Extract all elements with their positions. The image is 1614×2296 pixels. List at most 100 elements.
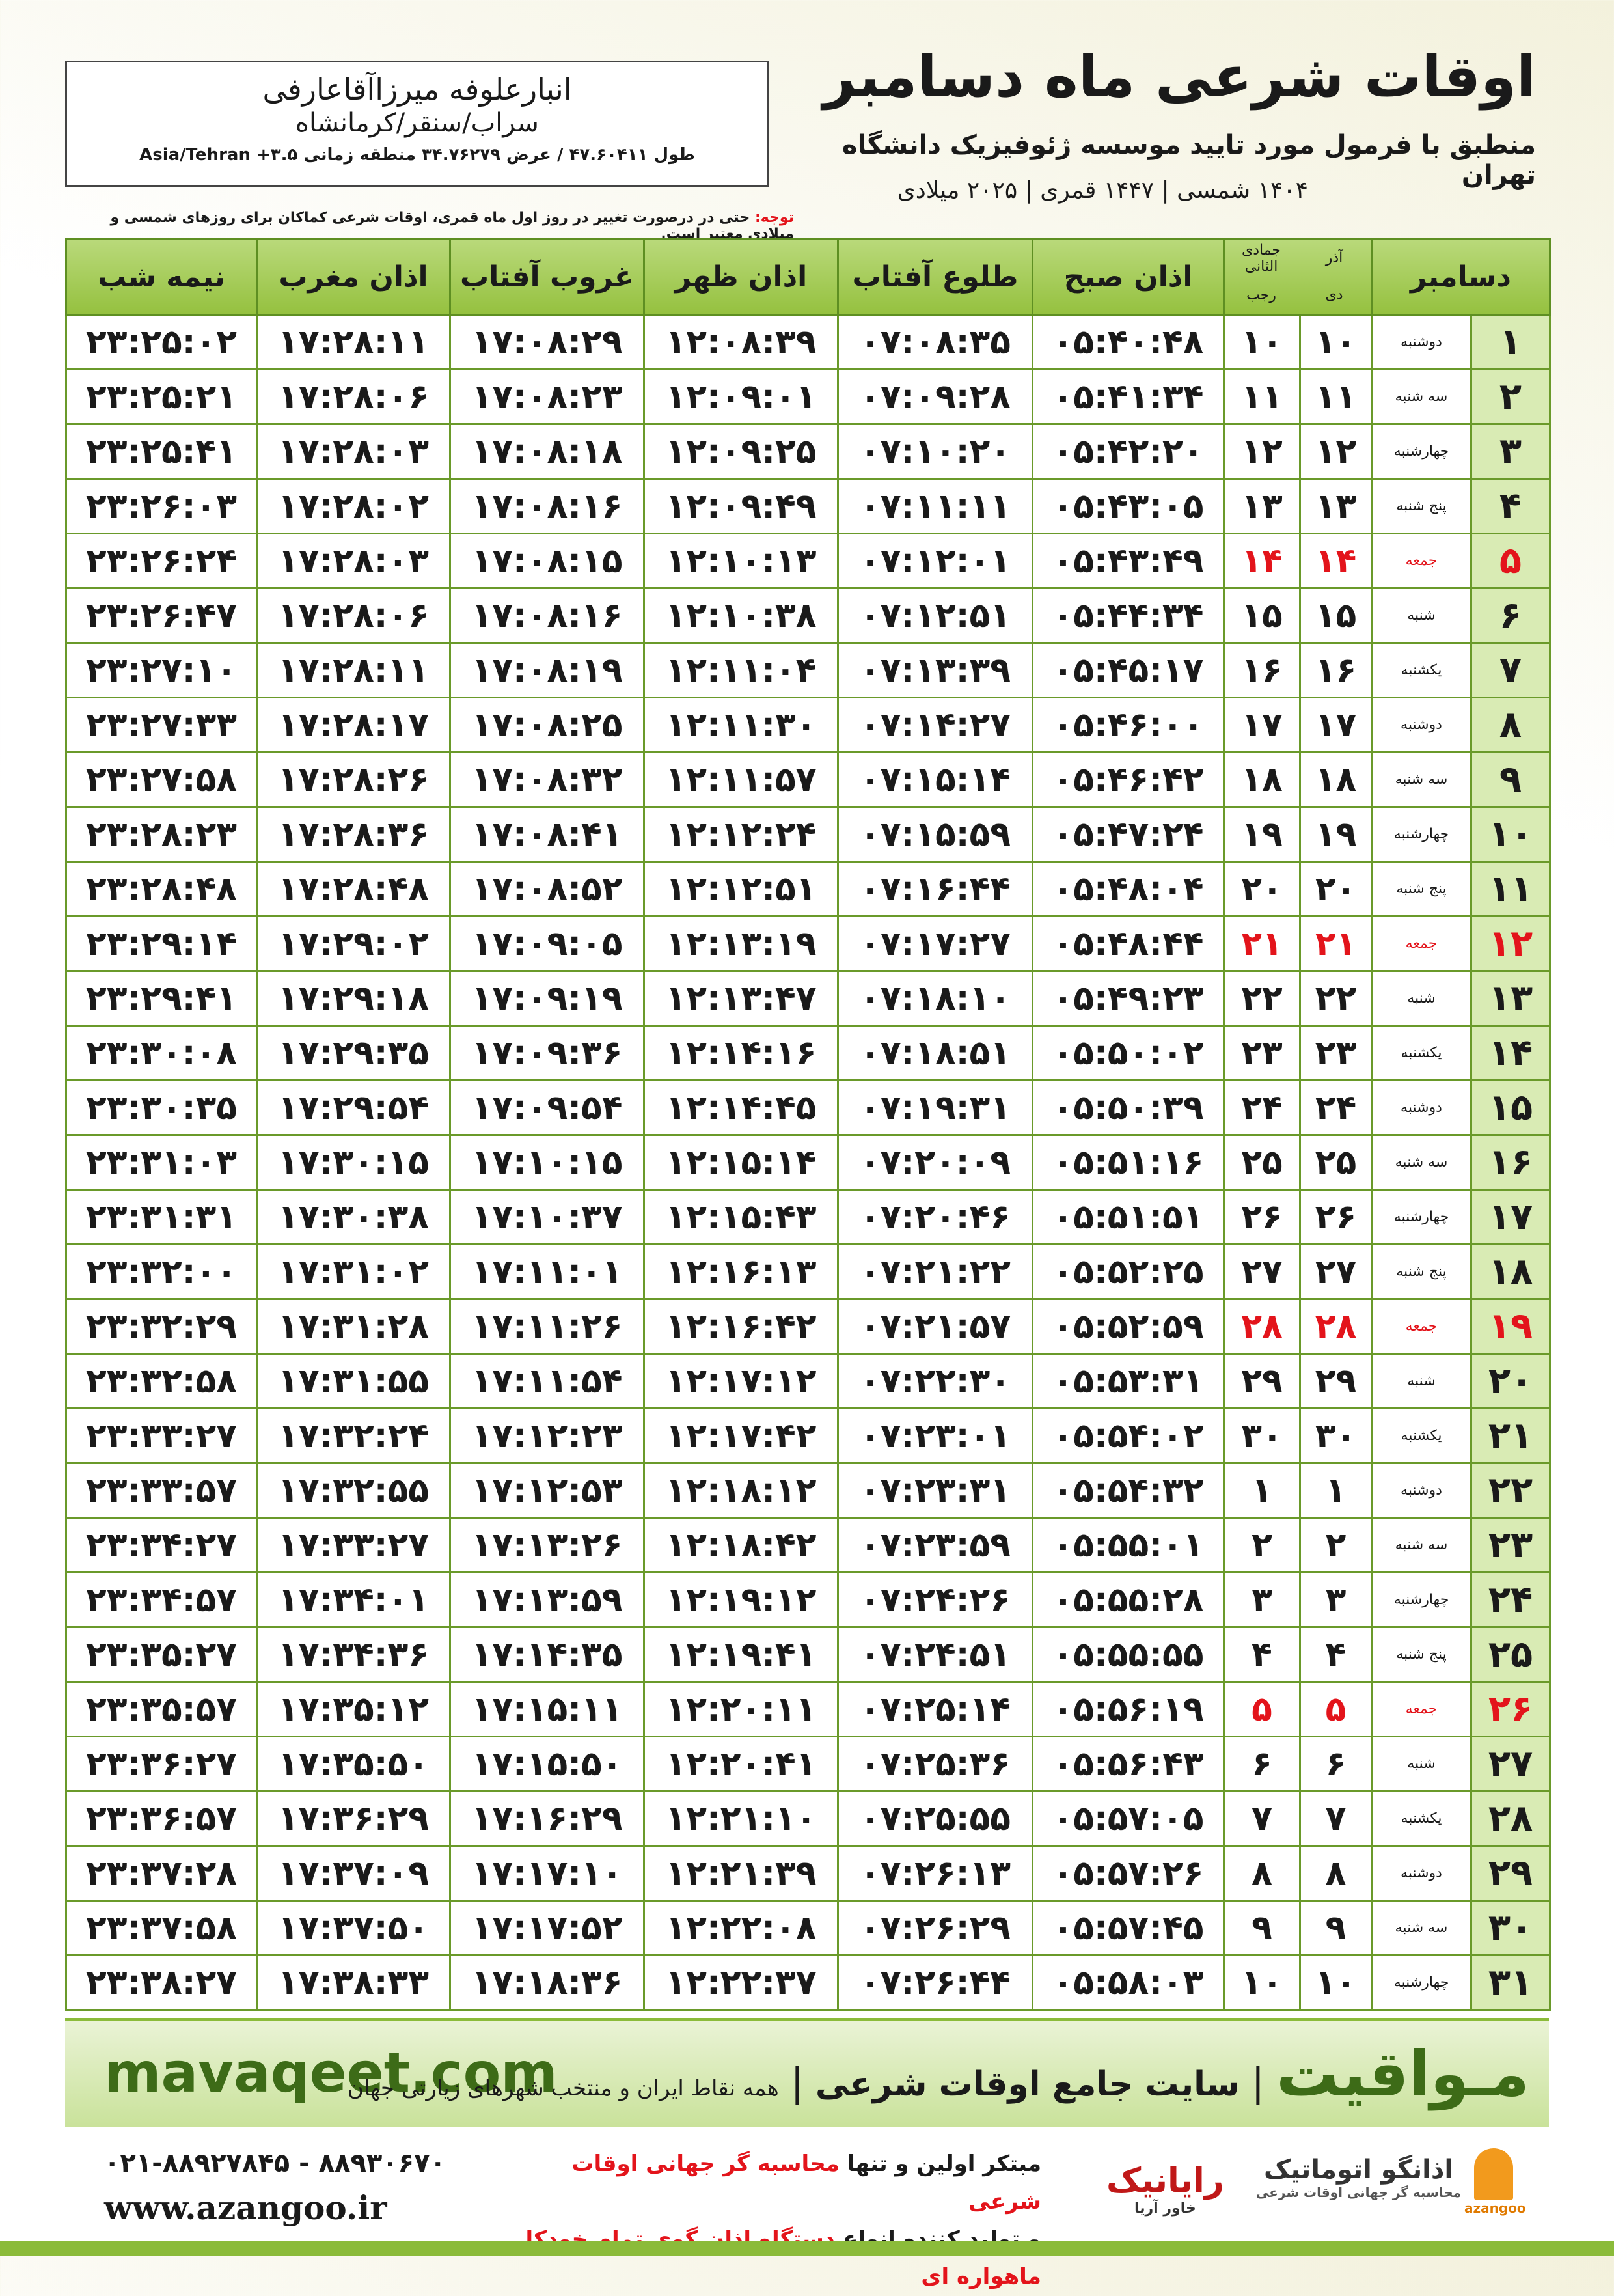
num-cell: ۱۱ <box>1223 368 1301 425</box>
time-cell: ۰۷:۱۵:۱۴ <box>837 751 1033 808</box>
time-cell: ۰۵:۵۴:۰۲ <box>1032 1407 1225 1464</box>
num-cell: ۲۳ <box>1223 1025 1301 1081</box>
time-cell: ۰۵:۵۷:۰۵ <box>1032 1790 1225 1847</box>
table-row: ۱ دوشنبه ۱۰ ۱۰ ۰۵:۴۰:۴۸ ۰۷:۰۸:۳۵ ۱۲:۰۸:۳۹ ۱۷:۰۸… <box>65 314 1552 370</box>
num-cell: ۱۰ <box>1223 1954 1301 2011</box>
header-cell: اذان ظهر <box>643 238 839 316</box>
time-cell: ۰۵:۵۵:۰۱ <box>1032 1517 1225 1573</box>
time-cell: ۲۳:۲۹:۴۱ <box>65 970 258 1027</box>
time-cell: ۲۳:۲۵:۲۱ <box>65 368 258 425</box>
time-cell: ۰۷:۲۶:۱۳ <box>837 1845 1033 1902</box>
table-row: ۶ شنبه ۱۵ ۱۵ ۰۵:۴۴:۳۴ ۰۷:۱۲:۵۱ ۱۲:۱۰:۳۸ ۱۷:۰۸:۱… <box>65 587 1552 644</box>
table-row: ۱۱ پنج شنبه ۲۰ ۲۰ ۰۵:۴۸:۰۴ ۰۷:۱۶:۴۴ ۱۲:۱۲:۵۱ ۱۷… <box>65 861 1552 917</box>
note-label: توجه: <box>754 210 794 226</box>
day-cell: ۱ <box>1470 314 1552 370</box>
time-cell: ۰۵:۴۴:۳۴ <box>1032 587 1225 644</box>
time-cell: ۱۷:۲۸:۰۳ <box>256 423 451 480</box>
wd-cell: شنبه <box>1370 970 1473 1027</box>
table-row: ۳۱ چهارشنبه ۱۰ ۱۰ ۰۵:۵۸:۰۳ ۰۷:۲۶:۴۴ ۱۲:۲۲:۳۷ ۱۷… <box>65 1954 1552 2011</box>
day-cell: ۲۷ <box>1470 1736 1552 1792</box>
time-cell: ۱۷:۰۸:۵۲ <box>449 861 645 917</box>
day-cell: ۲۳ <box>1470 1517 1552 1573</box>
day-cell: ۴ <box>1470 478 1552 534</box>
time-cell: ۲۳:۲۸:۴۸ <box>65 861 258 917</box>
time-cell: ۱۷:۱۴:۳۵ <box>449 1626 645 1683</box>
table-row: ۱۵ دوشنبه ۲۴ ۲۴ ۰۵:۵۰:۳۹ ۰۷:۱۹:۳۱ ۱۲:۱۴:۴۵ ۱۷:۰… <box>65 1079 1552 1136</box>
time-cell: ۱۷:۳۱:۵۵ <box>256 1353 451 1409</box>
time-cell: ۰۷:۲۴:۵۱ <box>837 1626 1033 1683</box>
day-cell: ۶ <box>1470 587 1552 644</box>
time-cell: ۱۷:۲۸:۳۶ <box>256 806 451 863</box>
time-cell: ۱۷:۳۳:۲۷ <box>256 1517 451 1573</box>
time-cell: ۱۷:۲۹:۳۵ <box>256 1025 451 1081</box>
num-cell: ۲۵ <box>1299 1134 1373 1191</box>
table-row: ۵ جمعه ۱۴ ۱۴ ۰۵:۴۳:۴۹ ۰۷:۱۲:۰۱ ۱۲:۱۰:۱۳ ۱۷:۰۸:۱… <box>65 533 1552 589</box>
num-cell: ۵ <box>1299 1681 1373 1737</box>
site-url[interactable]: mavaqeet.com <box>104 2041 558 2105</box>
header-row: دسامبر آذر جمادی الثانی دی رجب اذان صبح طلوع آ… <box>65 238 1552 316</box>
time-cell: ۱۷:۰۸:۱۶ <box>449 587 645 644</box>
time-cell: ۰۵:۴۸:۴۴ <box>1032 915 1225 972</box>
day-cell: ۲۸ <box>1470 1790 1552 1847</box>
table-row: ۷ یکشنبه ۱۶ ۱۶ ۰۵:۴۵:۱۷ ۰۷:۱۳:۳۹ ۱۲:۱۱:۰۴ ۱۷:۰۸… <box>65 642 1552 698</box>
time-cell: ۱۲:۱۵:۴۳ <box>643 1189 839 1245</box>
time-cell: ۱۲:۱۳:۴۷ <box>643 970 839 1027</box>
num-cell: ۱۵ <box>1223 587 1301 644</box>
time-cell: ۱۲:۱۲:۵۱ <box>643 861 839 917</box>
time-cell: ۱۷:۳۷:۰۹ <box>256 1845 451 1902</box>
time-cell: ۱۷:۲۸:۰۳ <box>256 533 451 589</box>
time-cell: ۱۷:۰۹:۱۹ <box>449 970 645 1027</box>
num-cell: ۲۸ <box>1299 1298 1373 1355</box>
time-cell: ۲۳:۳۴:۵۷ <box>65 1571 258 1628</box>
time-cell: ۱۲:۱۸:۱۲ <box>643 1462 839 1519</box>
wd-cell: سه شنبه <box>1370 1134 1473 1191</box>
time-cell: ۱۲:۱۷:۴۲ <box>643 1407 839 1464</box>
brand-line: مـواقیت | سایت جامع اوقات شرعی | همه نقا… <box>348 2038 1529 2110</box>
num-cell: ۱۹ <box>1223 806 1301 863</box>
time-cell: ۲۳:۳۵:۲۷ <box>65 1626 258 1683</box>
num-cell: ۲۱ <box>1223 915 1301 972</box>
time-cell: ۰۷:۱۸:۱۰ <box>837 970 1033 1027</box>
time-cell: ۰۷:۱۴:۲۷ <box>837 697 1033 753</box>
wd-cell: شنبه <box>1370 1736 1473 1792</box>
time-cell: ۰۵:۵۳:۳۱ <box>1032 1353 1225 1409</box>
num-cell: ۲۶ <box>1299 1189 1373 1245</box>
time-cell: ۲۳:۲۶:۲۴ <box>65 533 258 589</box>
time-cell: ۰۷:۱۶:۴۴ <box>837 861 1033 917</box>
logo-text: azangoo <box>1464 2200 1526 2216</box>
time-cell: ۰۷:۲۱:۲۲ <box>837 1243 1033 1300</box>
time-cell: ۱۲:۲۲:۳۷ <box>643 1954 839 2011</box>
website[interactable]: www.azangoo.ir <box>104 2189 387 2227</box>
month-grid: آذر جمادی الثانی دی رجب <box>1225 240 1371 314</box>
time-cell: ۱۲:۱۷:۱۲ <box>643 1353 839 1409</box>
day-cell: ۲۶ <box>1470 1681 1552 1737</box>
time-cell: ۰۵:۵۰:۳۹ <box>1032 1079 1225 1136</box>
promo-highlight: محاسبه گر جهانی اوقات شرعی <box>571 2151 1041 2215</box>
wd-cell: پنج شنبه <box>1370 1626 1473 1683</box>
location-name: انبارعلوفه میرزاآقاعارفی <box>262 72 572 107</box>
time-cell: ۲۳:۲۷:۳۳ <box>65 697 258 753</box>
time-cell: ۱۷:۱۱:۵۴ <box>449 1353 645 1409</box>
table-row: ۱۴ یکشنبه ۲۳ ۲۳ ۰۵:۵۰:۰۲ ۰۷:۱۸:۵۱ ۱۲:۱۴:۱۶ ۱۷:۰… <box>65 1025 1552 1081</box>
table-row: ۲۶ جمعه ۵ ۵ ۰۵:۵۶:۱۹ ۰۷:۲۵:۱۴ ۱۲:۲۰:۱۱ ۱۷:۱۵:۱۱… <box>65 1681 1552 1737</box>
time-cell: ۱۷:۲۸:۱۷ <box>256 697 451 753</box>
time-cell: ۰۵:۴۵:۱۷ <box>1032 642 1225 698</box>
times-table: دسامبر آذر جمادی الثانی دی رجب اذان صبح طلوع آ… <box>65 238 1552 2011</box>
table-row: ۳ چهارشنبه ۱۲ ۱۲ ۰۵:۴۲:۲۰ ۰۷:۱۰:۲۰ ۱۲:۰۹:۲۵ ۱۷:… <box>65 423 1552 480</box>
time-cell: ۰۷:۲۶:۲۹ <box>837 1900 1033 1956</box>
num-cell: ۱۸ <box>1223 751 1301 808</box>
time-cell: ۰۵:۴۳:۰۵ <box>1032 478 1225 534</box>
num-cell: ۲۹ <box>1223 1353 1301 1409</box>
wd-cell: جمعه <box>1370 915 1473 972</box>
day-cell: ۲۱ <box>1470 1407 1552 1464</box>
location-box: انبارعلوفه میرزاآقاعارفی سراب/سنقر/کرمان… <box>65 61 769 187</box>
num-cell: ۱۱ <box>1299 368 1373 425</box>
time-cell: ۰۷:۰۸:۳۵ <box>837 314 1033 370</box>
separator: | <box>790 2060 804 2105</box>
num-cell: ۲۹ <box>1299 1353 1373 1409</box>
header-cell: طلوع آفتاب <box>837 238 1033 316</box>
day-cell: ۱۳ <box>1470 970 1552 1027</box>
time-cell: ۱۲:۱۶:۱۳ <box>643 1243 839 1300</box>
time-cell: ۱۷:۱۱:۲۶ <box>449 1298 645 1355</box>
time-cell: ۰۷:۱۰:۲۰ <box>837 423 1033 480</box>
